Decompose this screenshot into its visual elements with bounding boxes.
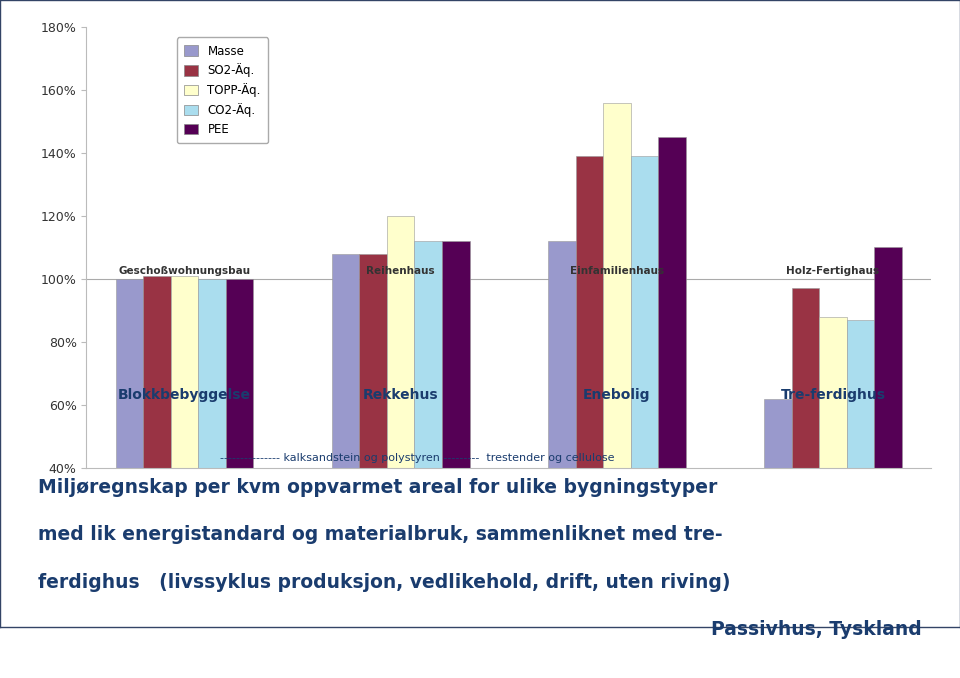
Bar <box>792 288 819 594</box>
Text: Geschoßwohnungsbau: Geschoßwohnungsbau <box>119 266 251 276</box>
Text: --------------- kalksandstein og polystyren ---------  trestender og cellulose: --------------- kalksandstein og polysty… <box>220 453 614 463</box>
Bar <box>116 279 143 594</box>
Bar <box>847 320 875 594</box>
Text: Tre-ferdighus: Tre-ferdighus <box>780 388 885 403</box>
Bar <box>576 156 603 594</box>
Text: S: S <box>36 647 44 658</box>
Bar <box>548 241 576 594</box>
Bar <box>659 138 685 594</box>
Bar <box>143 276 171 594</box>
Text: Reihenhaus: Reihenhaus <box>367 266 435 276</box>
Bar <box>631 156 659 594</box>
Text: SINTEF: SINTEF <box>72 645 132 660</box>
Bar <box>199 279 226 594</box>
Text: Rekkehus: Rekkehus <box>363 388 439 403</box>
Bar <box>387 216 415 594</box>
Bar <box>226 279 253 594</box>
Bar <box>415 241 442 594</box>
Bar <box>332 254 359 594</box>
Bar <box>359 254 387 594</box>
Text: 2: 2 <box>921 645 931 660</box>
Legend: Masse, SO2-Äq., TOPP-Äq., CO2-Äq., PEE: Masse, SO2-Äq., TOPP-Äq., CO2-Äq., PEE <box>177 37 268 143</box>
Text: Enebolig: Enebolig <box>583 388 651 403</box>
Text: Blokkbebyggelse: Blokkbebyggelse <box>118 388 252 403</box>
Text: SINTEF Byggforsk: SINTEF Byggforsk <box>424 646 536 659</box>
Text: Einfamilienhaus: Einfamilienhaus <box>570 266 664 276</box>
Bar <box>875 247 901 594</box>
Text: med lik energistandard og materialbruk, sammenliknet med tre-: med lik energistandard og materialbruk, … <box>38 525 723 544</box>
Bar <box>764 399 792 594</box>
Bar <box>442 241 469 594</box>
Text: • • • • • •: • • • • • • <box>691 647 742 658</box>
Text: Passivhus, Tyskland: Passivhus, Tyskland <box>710 620 922 639</box>
Bar <box>171 276 199 594</box>
Text: ferdighus   (livssyklus produksjon, vedlikehold, drift, uten riving): ferdighus (livssyklus produksjon, vedlik… <box>38 573 731 592</box>
Text: Holz-Fertighaus: Holz-Fertighaus <box>786 266 879 276</box>
Bar <box>603 102 631 594</box>
Text: Miljøregnskap per kvm oppvarmet areal for ulike bygningstyper: Miljøregnskap per kvm oppvarmet areal fo… <box>38 478 718 497</box>
Bar <box>819 317 847 594</box>
